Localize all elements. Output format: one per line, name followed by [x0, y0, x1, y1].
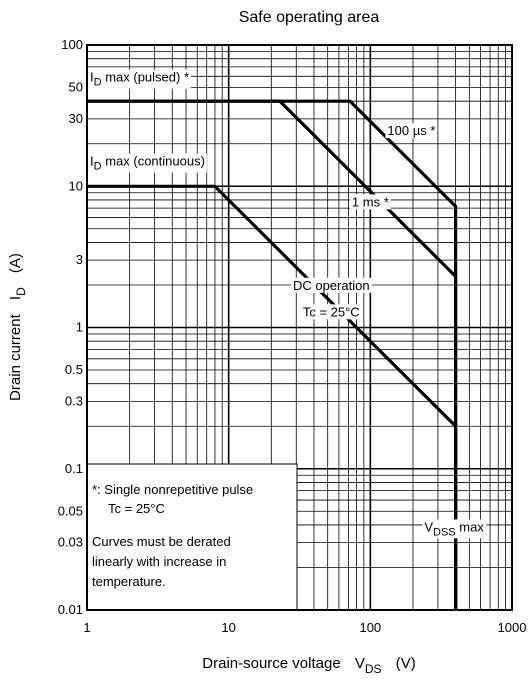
id-pulsed-bg — [88, 69, 192, 89]
note-box: *: Single nonrepetitive pulse Tc = 25°C Cu… — [86, 463, 298, 611]
label-vdss-bg — [422, 519, 487, 539]
x-tick-label-2: 100 — [359, 620, 381, 635]
chart-title: Safe operating area — [239, 9, 380, 26]
label-1ms-bg — [349, 194, 391, 210]
y-tick-label-5: 1 — [76, 320, 83, 335]
id-continuous-bg — [88, 153, 207, 173]
y-tick-label-4: 3 — [76, 252, 83, 267]
x-axis-symbol: V — [355, 655, 365, 672]
label-1ms: 1 ms * — [352, 194, 389, 209]
id-continuous-subscript: D — [94, 161, 102, 173]
note-line-2: Curves must be derated — [92, 534, 231, 549]
y-tick-label-7: 0.3 — [65, 393, 83, 408]
label-vdss-symbol: V — [424, 519, 433, 534]
y-axis-unit: (A) — [7, 253, 24, 273]
id-pulsed-symbol: I — [90, 70, 94, 85]
y-tick-label-1: 50 — [69, 80, 83, 95]
y-axis-label: Drain current ID (A) — [7, 253, 29, 401]
note-line-1: Tc = 25°C — [108, 501, 165, 516]
note-line-4: temperature. — [92, 574, 166, 589]
x-axis-label-text: Drain-source voltage — [202, 655, 340, 672]
plot-frame — [86, 44, 513, 611]
note-line-3: linearly with increase in — [92, 554, 226, 569]
id-pulsed-subscript: D — [94, 77, 102, 89]
y-tick-label-2: 30 — [69, 111, 83, 126]
id-continuous: ID max (continuous) — [90, 154, 205, 173]
note-line-0: *: Single nonrepetitive pulse — [92, 482, 253, 497]
y-axis-subscript: D — [14, 287, 28, 296]
label-dc-1: DC operation — [293, 278, 370, 293]
x-tick-label-1: 10 — [221, 620, 235, 635]
y-axis-label-text: Drain current — [7, 313, 24, 401]
x-axis-unit: (V) — [396, 655, 416, 672]
note-box-bg — [86, 463, 298, 611]
y-tick-label-8: 0.1 — [65, 461, 83, 476]
y-tick-label-3: 10 — [69, 178, 83, 193]
y-tick-label-11: 0.01 — [58, 602, 83, 617]
label-vdss: VDSS max — [424, 519, 484, 538]
id-continuous-symbol: I — [90, 154, 94, 169]
label-dc-1-bg — [290, 277, 372, 293]
label-vdss-subscript: DSS — [433, 526, 456, 538]
x-tick-label-3: 1000 — [498, 620, 527, 635]
id-continuous-text: max (continuous) — [102, 154, 205, 169]
tick-labels: 1 10 100 1000 100 50 30 10 3 1 0.5 0.3 0.1 0.05 0.03 0.… — [58, 37, 527, 635]
y-tick-label-6: 0.5 — [65, 362, 83, 377]
id-pulsed: ID max (pulsed) * — [90, 70, 189, 89]
x-tick-label-0: 1 — [83, 620, 90, 635]
label-vdss-text: max — [456, 519, 485, 534]
x-axis-label: Drain-source voltage VDS (V) — [202, 655, 415, 677]
y-tick-label-10: 0.03 — [58, 535, 83, 550]
id-pulsed-text: max (pulsed) * — [102, 70, 189, 85]
y-axis-symbol: I — [7, 296, 24, 300]
y-tick-label-0: 100 — [61, 37, 83, 52]
label-100us: 100 µs * — [387, 123, 435, 138]
y-tick-label-9: 0.05 — [58, 503, 83, 518]
label-100us-bg — [385, 123, 438, 139]
x-axis-subscript: DS — [365, 662, 382, 676]
curve-labels: ID max (pulsed) *ID max (continuous)100 … — [88, 69, 487, 539]
label-dc-2: Tc = 25°C — [303, 304, 360, 319]
label-dc-2-bg — [300, 304, 362, 320]
